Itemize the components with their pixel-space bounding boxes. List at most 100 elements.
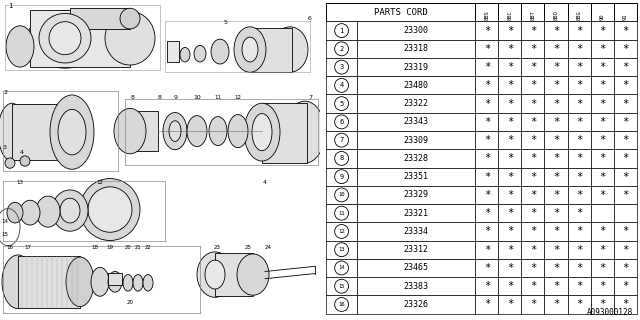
- Text: *: *: [622, 135, 628, 145]
- Bar: [545, 241, 568, 259]
- Bar: [591, 131, 614, 149]
- Text: *: *: [530, 172, 536, 182]
- Text: 10: 10: [193, 94, 201, 100]
- Text: 91: 91: [623, 13, 628, 20]
- Text: *: *: [599, 44, 605, 54]
- Ellipse shape: [234, 27, 266, 72]
- Bar: [108, 273, 122, 285]
- Bar: [591, 94, 614, 113]
- Circle shape: [335, 115, 349, 129]
- Ellipse shape: [242, 37, 258, 62]
- Bar: [545, 277, 568, 295]
- Bar: [262, 103, 307, 163]
- Text: 2: 2: [339, 46, 344, 52]
- Bar: [614, 76, 637, 94]
- Bar: [614, 186, 637, 204]
- Bar: [568, 40, 591, 58]
- Ellipse shape: [114, 108, 146, 154]
- Text: 20: 20: [127, 300, 134, 305]
- Bar: [475, 259, 499, 277]
- Circle shape: [335, 206, 349, 220]
- Bar: [326, 204, 357, 222]
- Text: 88G: 88G: [577, 10, 582, 20]
- Bar: [357, 277, 476, 295]
- Ellipse shape: [120, 8, 140, 29]
- Ellipse shape: [143, 275, 153, 291]
- Text: *: *: [599, 99, 605, 108]
- Circle shape: [335, 24, 349, 37]
- Bar: [614, 21, 637, 40]
- Bar: [30, 10, 130, 67]
- Bar: [326, 21, 357, 40]
- Ellipse shape: [0, 103, 26, 161]
- Text: 10: 10: [339, 192, 345, 197]
- Bar: [522, 222, 545, 241]
- Circle shape: [335, 170, 349, 184]
- Text: *: *: [576, 208, 582, 218]
- Text: *: *: [484, 44, 490, 54]
- Circle shape: [335, 133, 349, 147]
- Bar: [326, 3, 475, 21]
- Ellipse shape: [252, 114, 272, 151]
- Text: *: *: [576, 99, 582, 108]
- Text: 9: 9: [174, 94, 178, 100]
- Circle shape: [335, 97, 349, 111]
- Text: *: *: [553, 263, 559, 273]
- Bar: [522, 168, 545, 186]
- Bar: [545, 21, 568, 40]
- Bar: [522, 58, 545, 76]
- Ellipse shape: [66, 257, 94, 307]
- Text: 88T: 88T: [531, 10, 536, 20]
- Bar: [499, 21, 522, 40]
- Text: *: *: [622, 99, 628, 108]
- Text: *: *: [576, 62, 582, 72]
- Text: *: *: [576, 153, 582, 164]
- Ellipse shape: [39, 13, 91, 63]
- Text: 12: 12: [97, 180, 104, 185]
- Text: 24: 24: [264, 245, 271, 250]
- Text: *: *: [507, 44, 513, 54]
- Bar: [591, 259, 614, 277]
- Bar: [357, 168, 476, 186]
- Text: 19: 19: [106, 245, 113, 250]
- Text: 13: 13: [339, 247, 345, 252]
- Text: *: *: [484, 208, 490, 218]
- Text: *: *: [599, 80, 605, 90]
- Text: *: *: [622, 227, 628, 236]
- Text: *: *: [622, 300, 628, 309]
- Bar: [499, 186, 522, 204]
- Ellipse shape: [244, 103, 280, 161]
- Bar: [326, 113, 357, 131]
- Bar: [475, 113, 499, 131]
- Bar: [568, 149, 591, 168]
- Bar: [475, 295, 499, 314]
- Text: 11: 11: [339, 211, 345, 216]
- Text: 11: 11: [214, 94, 221, 100]
- Ellipse shape: [163, 113, 187, 150]
- Bar: [545, 204, 568, 222]
- Text: *: *: [576, 80, 582, 90]
- Bar: [545, 149, 568, 168]
- Bar: [522, 295, 545, 314]
- Bar: [545, 113, 568, 131]
- Bar: [475, 131, 499, 149]
- Bar: [475, 58, 499, 76]
- Ellipse shape: [5, 158, 15, 168]
- Bar: [167, 41, 179, 62]
- Ellipse shape: [272, 27, 308, 72]
- Bar: [522, 186, 545, 204]
- Bar: [326, 40, 357, 58]
- Bar: [499, 277, 522, 295]
- Text: *: *: [622, 245, 628, 255]
- Ellipse shape: [105, 11, 155, 65]
- Text: *: *: [507, 99, 513, 108]
- Bar: [545, 3, 568, 21]
- Text: 22: 22: [145, 245, 152, 250]
- Text: *: *: [484, 26, 490, 36]
- Text: *: *: [622, 117, 628, 127]
- Text: *: *: [484, 190, 490, 200]
- Text: *: *: [553, 26, 559, 36]
- Text: 1: 1: [339, 28, 344, 34]
- Bar: [475, 94, 499, 113]
- Bar: [568, 277, 591, 295]
